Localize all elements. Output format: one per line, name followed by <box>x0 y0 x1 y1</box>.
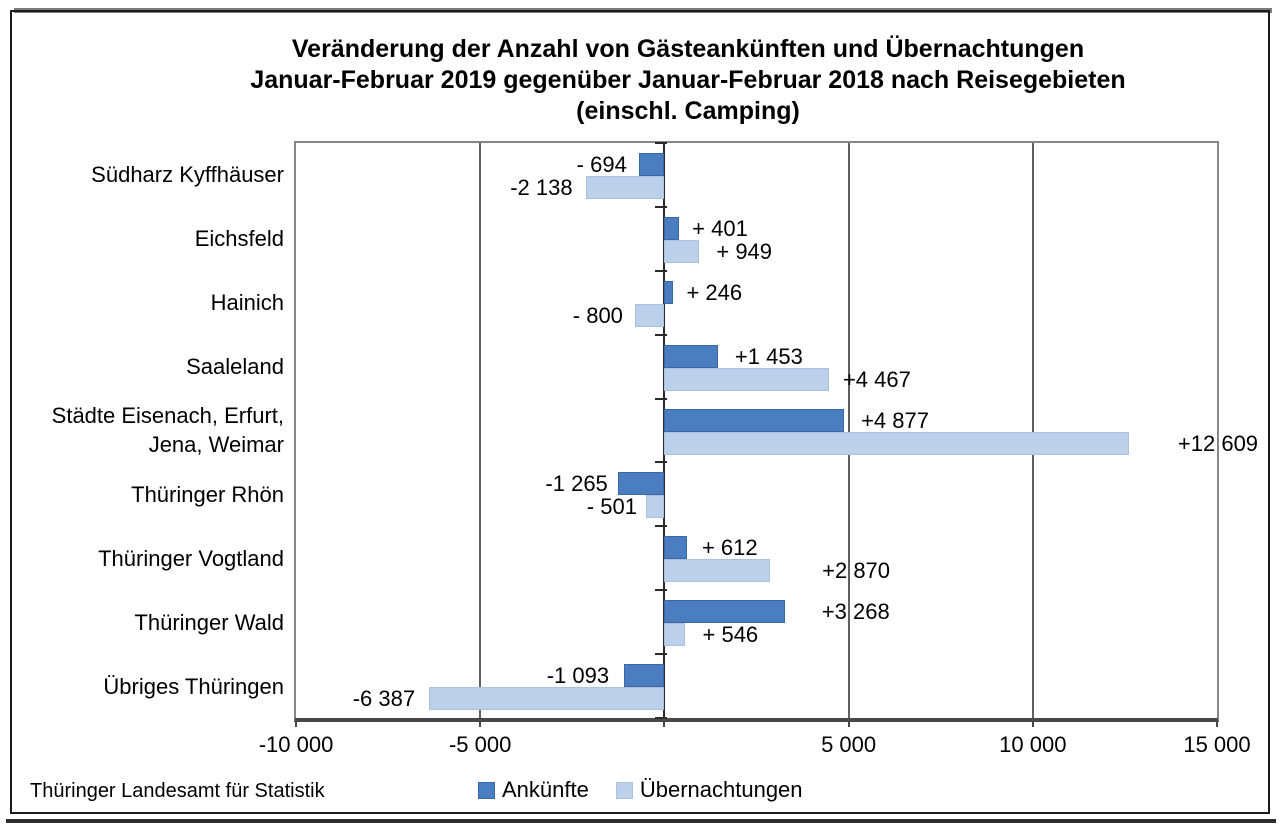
bar-value-label: + 401 <box>692 215 748 241</box>
bar-ankuenfte <box>664 600 785 624</box>
bar-ankuenfte <box>664 536 687 560</box>
gridline <box>1031 143 1034 718</box>
x-axis-tick <box>1031 718 1034 727</box>
x-axis-tick-label: -10 000 <box>258 732 334 757</box>
bar-ankuenfte <box>617 472 665 496</box>
category-axis-tick <box>655 142 668 144</box>
category-label: Saaleland <box>186 354 284 380</box>
bar-uebernachtungen <box>664 559 771 583</box>
category-axis-tick <box>655 717 668 719</box>
bar-value-label: + 246 <box>686 279 743 305</box>
legend-label-uebernachtungen: Übernachtungen <box>639 777 803 802</box>
bar-ankuenfte <box>664 408 845 432</box>
gridline <box>847 143 850 718</box>
category-axis-tick <box>655 461 668 463</box>
bar-value-label: - 694 <box>576 152 627 177</box>
category-axis-tick <box>655 589 668 591</box>
bar-value-label: -1 093 <box>546 663 610 689</box>
chart-title: Veränderung der Anzahl von Gästeankünfte… <box>88 34 1280 127</box>
legend-item-ankuenfte: Ankünfte <box>478 777 589 803</box>
category-label: Städte Eisenach, Erfurt, Jena, Weimar <box>51 403 284 458</box>
x-axis-tick <box>479 718 482 727</box>
chart-title-line-2: Januar-Februar 2019 gegenüber Januar-Feb… <box>250 66 1126 94</box>
x-axis-tick-label: 5 000 <box>821 732 877 757</box>
x-axis-tick <box>663 718 666 727</box>
frame-border <box>10 10 1270 814</box>
x-axis-tick-label: 10 000 <box>999 732 1067 757</box>
bottom-edge-line <box>6 819 1276 823</box>
source-text: Thüringer Landesamt für Statistik <box>30 780 325 802</box>
category-axis-tick <box>655 206 668 208</box>
bar-value-label: + 612 <box>701 535 758 561</box>
chart-title-line-1: Veränderung der Anzahl von Gästeankünfte… <box>291 35 1085 63</box>
legend: Ankünfte Übernachtungen <box>478 777 803 803</box>
category-axis-tick <box>655 334 668 336</box>
x-axis-tick-label: -5 000 <box>448 732 512 757</box>
x-axis-tick <box>1216 718 1218 727</box>
category-label: Thüringer Wald <box>134 609 284 635</box>
x-axis-tick <box>295 718 297 727</box>
bar-uebernachtungen <box>645 495 665 519</box>
legend-label-ankuenfte: Ankünfte <box>502 777 589 802</box>
bar-ankuenfte <box>638 153 665 176</box>
category-axis-tick <box>655 653 668 655</box>
bar-uebernachtungen <box>634 303 665 327</box>
category-label: Übriges Thüringen <box>103 673 284 699</box>
bar-value-label: -1 265 <box>545 471 608 497</box>
bar-value-label: +4 877 <box>861 407 929 433</box>
bar-ankuenfte <box>664 344 718 368</box>
legend-swatch-uebernachtungen-icon <box>615 781 633 799</box>
bar-uebernachtungen <box>664 239 700 263</box>
bar-uebernachtungen <box>585 176 665 199</box>
plot-area: -10 000 -5 000 5 000 10 000 15 000 - 694 + 401… <box>259 141 1258 757</box>
gridline <box>479 143 482 718</box>
category-label: Südharz Kyffhäuser <box>91 162 284 188</box>
category-axis-labels: Südharz Kyffhäuser Eichsfeld Hainich Saalel… <box>20 143 284 718</box>
bar-value-label: +3 268 <box>821 599 890 625</box>
bar-value-label: +1 453 <box>734 343 803 369</box>
bar-uebernachtungen <box>664 431 1129 455</box>
bar-ankuenfte <box>664 216 680 240</box>
bar-value-label: -2 138 <box>510 175 573 200</box>
bar-uebernachtungen <box>664 623 685 647</box>
bar-ankuenfte <box>664 280 674 304</box>
bar-uebernachtungen <box>429 687 665 711</box>
x-axis-tick <box>847 718 850 727</box>
bar-value-label: + 546 <box>702 622 759 648</box>
legend-item-uebernachtungen: Übernachtungen <box>615 777 803 803</box>
bar-uebernachtungen <box>664 367 829 391</box>
bar-value-label: -6 387 <box>352 686 416 712</box>
category-axis-tick <box>655 398 668 400</box>
bar-value-label: + 949 <box>716 238 773 264</box>
category-label: Eichsfeld <box>194 226 284 252</box>
category-label: Thüringer Vogtland <box>98 545 284 571</box>
bar-value-label: +2 870 <box>822 558 891 584</box>
bar-value-label: +4 467 <box>842 366 911 392</box>
x-axis-tick-label: 15 000 <box>1183 732 1251 757</box>
chart-title-line-3: (einschl. Camping) <box>576 97 800 125</box>
bar-value-label: - 800 <box>572 302 623 328</box>
category-label: Thüringer Rhön <box>131 481 284 507</box>
category-label: Hainich <box>210 290 284 316</box>
category-axis-tick <box>655 270 668 272</box>
category-axis-tick <box>655 525 668 527</box>
bar-value-label: +12 609 <box>1177 430 1259 456</box>
bar-ankuenfte <box>624 664 665 688</box>
legend-swatch-ankuenfte-icon <box>478 781 495 799</box>
bar-value-label: - 501 <box>586 494 637 520</box>
